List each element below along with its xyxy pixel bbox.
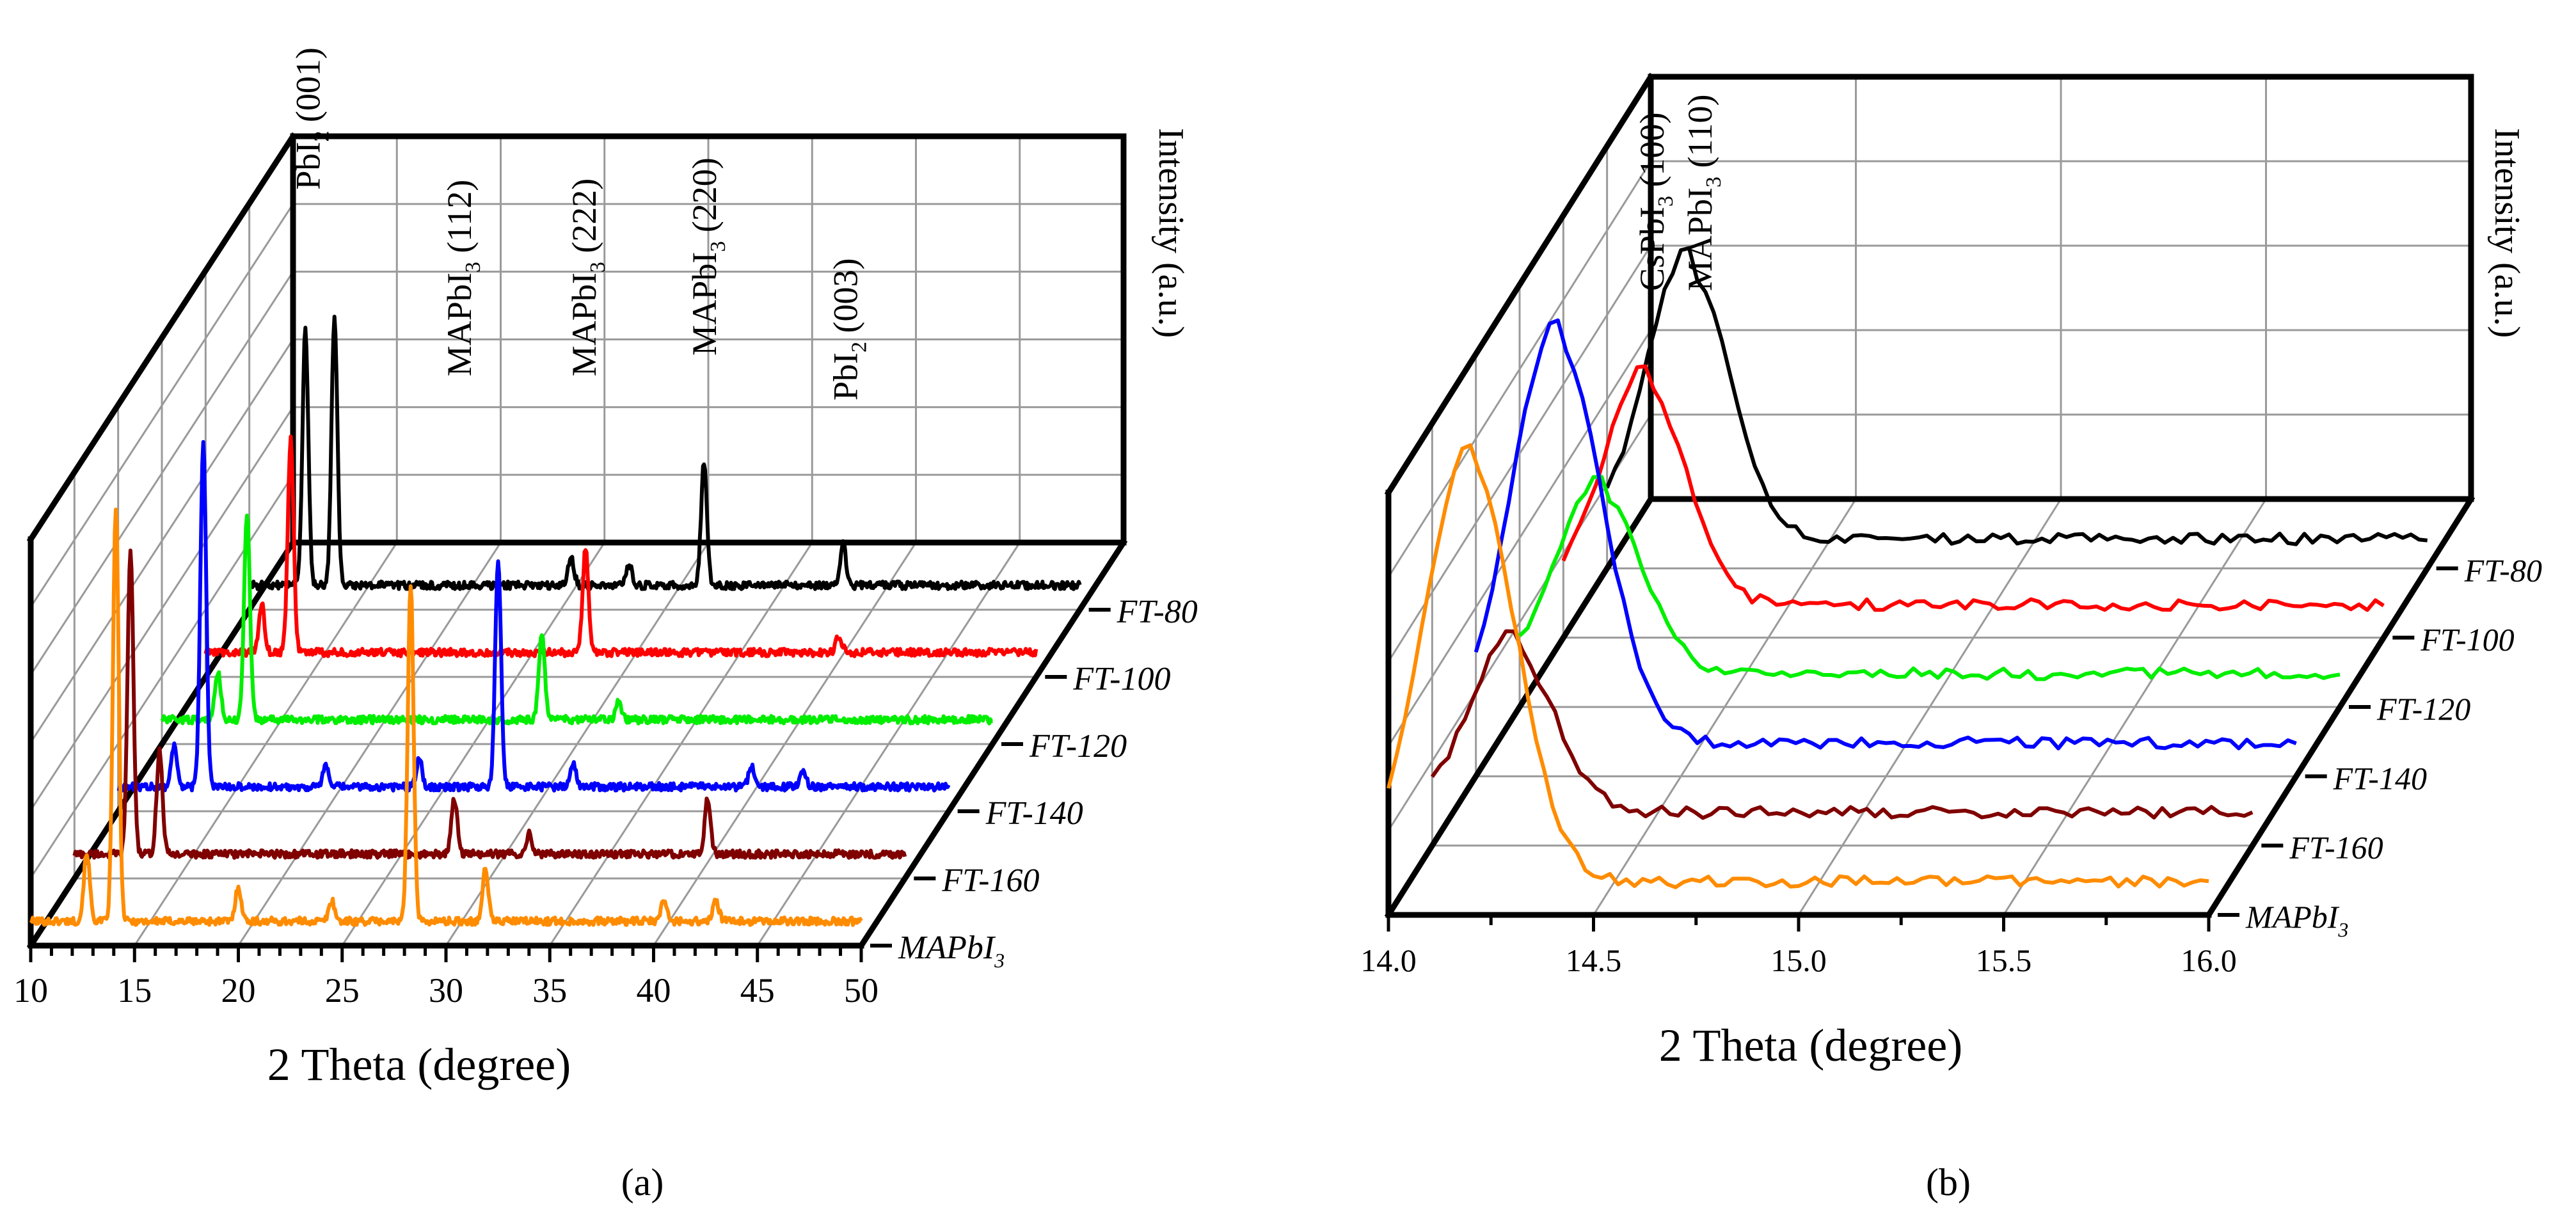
panel-b-annot-cspbi3-100: CsPbI3 (100) [1633,112,1678,291]
panel-a-annot-pbi2-003: PbI2 (003) [827,258,871,401]
panel-a-xlabel: 2 Theta (degree) [267,1039,571,1090]
panel-a-series-ft-120 [160,513,994,726]
panel-a-series-label: FT-80 [1117,594,1198,630]
panel-b-annot-mapbi3-110-main: MAPbI [1681,187,1719,291]
panel-a-frame-edge [857,538,1128,950]
panel-b-xtick-label: 15.0 [1770,942,1827,978]
panel-a-series-label-main: FT-100 [1072,661,1170,697]
panel-a-series-ft-100 [203,434,1038,658]
panel-b-series-label: FT-160 [2289,830,2383,866]
panel-b-series-label: FT-100 [2420,622,2514,658]
panel-b-series-label: FT-140 [2333,760,2427,796]
panel-b-xlabel: 2 Theta (degree) [1659,1020,1962,1071]
panel-a-annot-mapbi3-220-sub: 3 [706,241,730,252]
panel-a-annot-mapbi3-220-main: MAPbI [685,252,724,356]
panel-b-series-ft-80 [1605,246,2428,546]
panel-b-series-label: FT-80 [2464,552,2542,588]
panel-b-annot-cspbi3-100-rest: (100) [1633,112,1671,195]
panel-b-series-label-main: FT-160 [2289,830,2383,866]
panel-a-annot-pbi2-003-main: PbI [827,353,865,401]
panel-a-series-label: FT-140 [985,795,1083,832]
panel-a-annot-mapbi3-112: MAPbI3 (112) [440,180,485,377]
panel-b-series-label-sub: 3 [2337,918,2348,941]
panel-a-annot-mapbi3-222-rest: (222) [565,179,603,262]
panel-a-series-ft-160 [72,548,907,860]
panel-a-xtick-label: 20 [221,971,256,1010]
panel-a-xtick-label: 15 [117,971,152,1010]
panel-a-xtick-label: 45 [740,971,775,1010]
panel-b-series-label-main: MAPbI [2245,899,2340,935]
panel-a-annot-pbi2-001: PbI2 (001) [289,47,333,189]
panel-a-series-label-main: FT-80 [1117,594,1198,630]
panel-b-ylabel: Intensity (a.u.) [2487,128,2527,338]
panel-a-xtick-label: 50 [844,971,879,1010]
panel-a-series-label-main: FT-140 [985,795,1083,832]
panel-a-series-ft-140 [116,440,951,793]
panel-b-annot-cspbi3-100-main: CsPbI [1633,207,1671,291]
panel-b-series-label-main: FT-80 [2464,552,2542,588]
panel-a-xtick-label: 10 [13,971,48,1010]
panel-a-annot-pbi2-001-sub: 2 [310,131,333,142]
panel-b-xtick-label: 14.0 [1360,942,1417,978]
panel-b-series-ft-100 [1561,364,2385,612]
panel-a-annot-mapbi3-112-rest: (112) [440,180,479,262]
panel-b-series-label-main: FT-140 [2333,760,2427,796]
panel-a-series-label-sub: 3 [994,949,1005,972]
panel-a-label: (a) [621,1161,664,1203]
panel-a-series-label-main: FT-120 [1029,728,1127,765]
panel-a-plot: 10 15 20 25 30 35 40 45 50MAPbI3FT-160FT-140FT-1… [13,47,1198,1010]
panel-b-label: (b) [1926,1161,1971,1203]
panel-a-annot-mapbi3-220-rest: (220) [685,157,724,241]
panel-b-annot-mapbi3-110: MAPbI3 (110) [1681,95,1726,292]
panel-a-annot-mapbi3-222: MAPbI3 (222) [565,179,610,377]
panel-b-plot: 14.0 14.5 15.0 15.5 16.0MAPbI3FT-160FT-140FT… [1360,72,2542,978]
panel-a-series-label-main: FT-160 [941,862,1039,899]
panel-b-xtick-label: 14.5 [1566,942,1622,978]
panel-b-series-ft-140 [1474,318,2297,750]
panel-a-frame-edge [26,132,298,544]
panel-a-annot-mapbi3-222-sub: 3 [586,262,610,273]
panel-b-series-label: FT-120 [2376,691,2470,727]
panel-a-series-label: FT-120 [1029,728,1127,765]
panel-a-series-mapbi3 [29,507,863,927]
panel-b-frame-edge [1384,72,1655,497]
panel-b-xtick-label: 16.0 [2181,942,2237,978]
panel-a-ylabel: Intensity (a.u.) [1151,128,1191,338]
panel-b-series-mapbi3 [1387,443,2209,889]
panel-a-xtick-label: 25 [325,971,360,1010]
panel-a-annot-mapbi3-112-main: MAPbI [440,273,479,376]
panel-a-xtick-label: 35 [532,971,567,1010]
panel-a-annot-pbi2-003-sub: 2 [848,342,871,353]
panel-a-annot-mapbi3-112-sub: 3 [461,262,485,273]
panel-b-annot-mapbi3-110-rest: (110) [1681,95,1719,177]
panel-a-series-label: FT-100 [1072,661,1170,697]
panel-a-series-label: MAPbI3 [898,930,1005,972]
panel-a-series-ft-80 [248,314,1082,591]
panel-b-frame-edge [2204,495,2476,919]
panel-a-annot-pbi2-001-rest: (001) [289,47,327,131]
panel-a-series-label: FT-160 [941,862,1039,899]
panel-a-annot-pbi2-003-rest: (003) [827,258,865,342]
panel-b-annot-cspbi3-100-sub: 3 [1654,196,1678,207]
panel-a-series-label-main: MAPbI [898,930,996,966]
panel-a-annot-mapbi3-222-main: MAPbI [565,273,603,376]
panel-b-xtick-label: 15.5 [1976,942,2032,978]
panel-b-series-ft-160 [1430,629,2254,820]
panel-b-series-label: MAPbI3 [2245,899,2348,941]
panel-b-frame-edge [1384,495,1655,919]
panel-a-annot-mapbi3-220: MAPbI3 (220) [685,157,730,356]
panel-a-annot-pbi2-001-main: PbI [289,142,327,190]
panel-b-series-label-main: FT-100 [2420,622,2514,658]
panel-b-annot-mapbi3-110-sub: 3 [1702,177,1726,187]
panel-a-xtick-label: 40 [637,971,671,1010]
panel-b-series-ft-120 [1518,475,2341,681]
panel-b-series-label-main: FT-120 [2376,691,2470,727]
panel-a-xtick-label: 30 [429,971,463,1010]
